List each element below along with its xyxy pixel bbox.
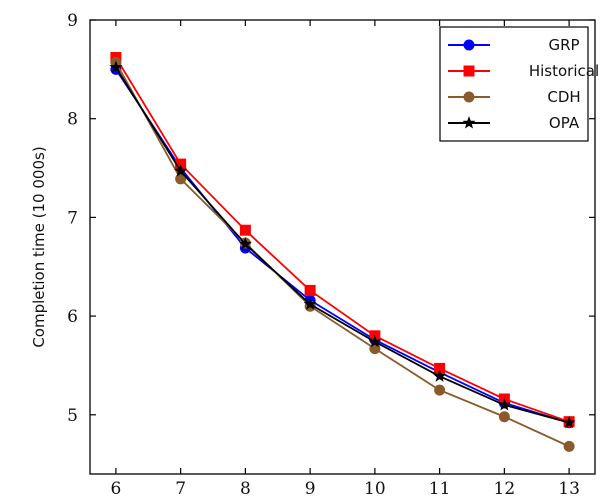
legend: GRP Historical CDH OPA bbox=[440, 27, 599, 141]
x-tick-label: 12 bbox=[494, 479, 516, 499]
y-tick-label: 8 bbox=[67, 110, 78, 130]
legend-label: CDH bbox=[547, 88, 580, 106]
x-tick-label: 13 bbox=[558, 479, 580, 499]
y-tick-label: 6 bbox=[67, 307, 78, 327]
y-tick-label: 5 bbox=[67, 406, 78, 426]
legend-label: OPA bbox=[549, 114, 580, 132]
data-point bbox=[564, 441, 574, 451]
x-tick-label: 8 bbox=[240, 479, 251, 499]
data-point bbox=[370, 344, 380, 354]
data-point bbox=[435, 385, 445, 395]
data-point bbox=[240, 225, 250, 235]
legend-swatch-marker bbox=[464, 40, 474, 50]
x-tick-label: 9 bbox=[305, 479, 316, 499]
data-point bbox=[305, 285, 315, 295]
data-point bbox=[499, 412, 509, 422]
legend-swatch-marker bbox=[464, 66, 474, 76]
y-tick-label: 7 bbox=[67, 208, 78, 228]
x-tick-label: 10 bbox=[364, 479, 386, 499]
y-tick-label: 9 bbox=[67, 11, 78, 31]
legend-label: GRP bbox=[548, 36, 579, 54]
x-tick-label: 11 bbox=[429, 479, 451, 499]
legend-swatch-marker bbox=[464, 92, 474, 102]
y-axis-title: Completion time (10 000s) bbox=[30, 146, 48, 347]
legend-label: Historical bbox=[529, 62, 599, 80]
x-tick-label: 6 bbox=[110, 479, 121, 499]
x-tick-label: 7 bbox=[175, 479, 186, 499]
